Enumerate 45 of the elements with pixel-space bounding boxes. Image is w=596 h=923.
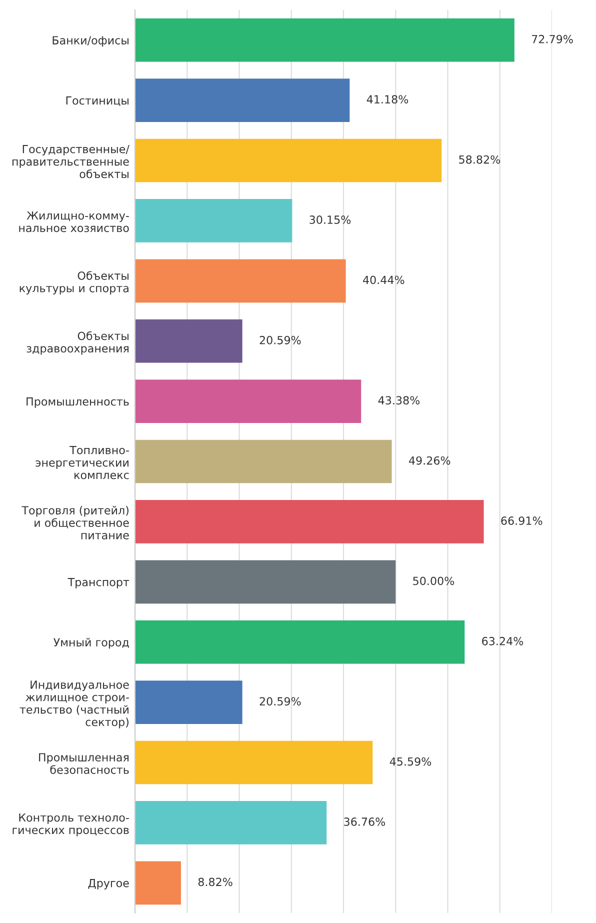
bar [135, 18, 514, 62]
y-tick-label: Торговля (ритейл) и общественное питание [22, 506, 129, 540]
data-label: 36.76% [344, 818, 386, 826]
bar [135, 440, 392, 484]
data-label: 63.24% [482, 636, 524, 646]
data-label: 30.15% [310, 216, 351, 224]
data-label: 8.82% [198, 878, 232, 886]
y-tick-label: Индивидуальное жилищное строи- тельство (частный сектор) [20, 680, 129, 728]
bar [135, 801, 327, 844]
bar [135, 138, 442, 182]
data-label: 50.00% [413, 576, 454, 586]
y-tick-label: Государственные/ правительственные объекты [12, 145, 130, 178]
data-label: 20.59% [260, 697, 301, 706]
data-label: 72.79% [532, 34, 573, 44]
y-tick-label: Жилищно-комму- нальное хозяиство [19, 211, 129, 232]
bar [135, 500, 484, 544]
data-label: 43.38% [378, 396, 420, 405]
data-label: 58.82% [459, 155, 500, 164]
data-label: 40.44% [363, 276, 404, 284]
y-tick-label: Другое [88, 879, 129, 890]
data-label: 20.59% [260, 336, 301, 344]
y-tick-label: Промышленная безопасность [39, 753, 129, 774]
y-tick-label: Контроль техноло- гических процессов [12, 813, 129, 836]
y-tick-label: Банки/офисы [52, 36, 128, 47]
bar [135, 740, 373, 784]
data-label: 66.91% [501, 516, 542, 525]
bar [135, 380, 362, 423]
data-label: 41.18% [366, 95, 408, 104]
y-tick-label: Объекты культуры и спорта [20, 271, 128, 294]
data-label: 49.26% [408, 456, 450, 465]
bar [135, 861, 181, 905]
data-label: 45.59% [390, 757, 432, 766]
bar [135, 259, 346, 303]
bar [135, 620, 465, 664]
bar [135, 199, 292, 242]
bar [135, 560, 396, 604]
y-tick-label: Объекты здравоохранения [26, 331, 128, 355]
y-tick-label: Топливно- энергетическии комплекс [36, 446, 129, 480]
y-tick-label: Транспорт [68, 578, 130, 588]
y-tick-label: Умный город [54, 638, 129, 649]
bar [135, 78, 350, 122]
y-tick-label: Гостиницы [66, 96, 128, 106]
y-tick-label: Промышленность [26, 397, 129, 408]
bar [135, 680, 242, 724]
bar [135, 319, 242, 363]
